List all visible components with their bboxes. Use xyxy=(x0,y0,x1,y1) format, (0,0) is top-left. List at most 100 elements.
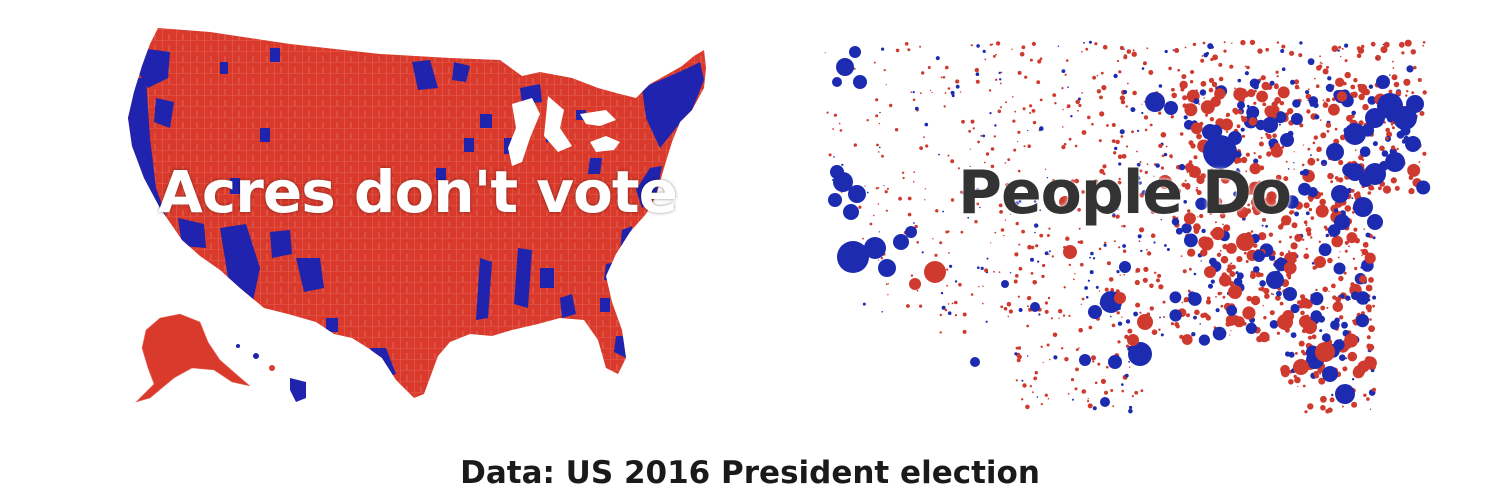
bubble xyxy=(1063,286,1066,289)
bubble xyxy=(1383,121,1387,124)
bubble xyxy=(853,67,856,70)
bubble xyxy=(1111,123,1116,127)
bubble xyxy=(984,58,987,61)
bubble xyxy=(1351,110,1356,116)
bubble xyxy=(1233,191,1239,197)
bubble xyxy=(1196,190,1202,196)
bubble xyxy=(878,259,896,277)
bubble xyxy=(1171,92,1177,99)
bubble xyxy=(1250,230,1254,233)
bubble xyxy=(1280,49,1285,53)
bubble xyxy=(1361,44,1365,49)
bubble xyxy=(967,216,970,219)
bubble xyxy=(1353,227,1358,232)
bubble xyxy=(1188,140,1194,146)
bubble xyxy=(853,143,857,147)
bubble xyxy=(1088,305,1102,319)
bubble xyxy=(1391,126,1395,130)
bubble xyxy=(1368,184,1374,191)
bubble xyxy=(1206,296,1211,301)
bubble xyxy=(970,293,974,296)
bubble xyxy=(1276,41,1280,44)
bubble xyxy=(1118,177,1121,181)
bubble xyxy=(1367,308,1372,313)
bubble xyxy=(849,46,861,58)
bubble xyxy=(1011,48,1013,50)
bubble xyxy=(954,280,958,283)
bubble xyxy=(1128,360,1130,363)
bubble xyxy=(1308,207,1313,212)
bubble xyxy=(1330,180,1334,184)
bubble xyxy=(1344,123,1366,145)
bubble xyxy=(1315,288,1318,292)
bubble xyxy=(1253,266,1260,273)
bubble xyxy=(1320,405,1326,411)
bubble xyxy=(1018,199,1022,203)
bubble xyxy=(1261,81,1270,91)
bubble xyxy=(1294,84,1300,90)
bubble xyxy=(1277,314,1293,330)
bubble xyxy=(1019,51,1025,57)
bubble xyxy=(1380,46,1388,54)
bubble xyxy=(1166,248,1170,251)
bubble xyxy=(1070,179,1075,184)
bubble xyxy=(1250,198,1259,207)
bubble xyxy=(934,253,938,257)
bubble xyxy=(1307,335,1313,340)
bubble xyxy=(828,153,832,157)
bubble xyxy=(1202,41,1206,45)
bubble xyxy=(1065,236,1070,241)
bubble xyxy=(1368,84,1374,89)
bubble xyxy=(1075,367,1079,372)
bubble xyxy=(1087,400,1090,403)
bubble xyxy=(1118,162,1122,166)
bubble xyxy=(1085,47,1089,51)
bubble xyxy=(1134,173,1137,176)
bubble xyxy=(957,167,960,170)
bubble xyxy=(940,76,943,79)
bubble xyxy=(1149,123,1153,127)
bubble xyxy=(1099,95,1103,100)
bubble xyxy=(1319,55,1321,58)
bubble xyxy=(1196,175,1205,185)
bubble xyxy=(1122,224,1126,228)
bubble xyxy=(1413,65,1417,70)
bubble xyxy=(1080,303,1082,305)
bubble xyxy=(1044,168,1047,170)
bubble xyxy=(1348,245,1350,248)
bubble xyxy=(1351,401,1358,408)
bubble xyxy=(1237,78,1242,83)
bubble xyxy=(1344,59,1348,63)
bubble xyxy=(1311,262,1315,265)
bubble xyxy=(1352,257,1356,260)
bubble xyxy=(1382,185,1392,194)
bubble xyxy=(1301,163,1305,167)
bubble xyxy=(1141,190,1147,196)
bubble xyxy=(1164,49,1168,54)
bubble xyxy=(1311,334,1317,340)
bubble xyxy=(1039,126,1044,131)
bubble xyxy=(1062,126,1064,128)
bubble xyxy=(969,148,971,150)
bubble xyxy=(877,203,880,205)
bubble xyxy=(1228,285,1242,299)
bubble xyxy=(1181,334,1193,345)
bubble xyxy=(1150,206,1152,208)
bubble xyxy=(1255,271,1262,278)
bubble xyxy=(1365,232,1371,238)
bubble xyxy=(881,154,884,158)
bubble xyxy=(1190,70,1195,74)
bubble xyxy=(1048,358,1051,361)
bubble xyxy=(1099,168,1105,174)
bubble xyxy=(1077,97,1081,101)
bubble xyxy=(1101,85,1107,91)
bubble xyxy=(1145,92,1165,112)
bubble xyxy=(1132,90,1137,96)
bubble xyxy=(907,196,912,201)
bubble xyxy=(1125,105,1128,108)
bubble xyxy=(1044,251,1049,256)
bubble xyxy=(1118,246,1121,249)
bubble xyxy=(1378,186,1382,191)
bubble xyxy=(1047,296,1051,300)
bubble xyxy=(1405,136,1421,152)
